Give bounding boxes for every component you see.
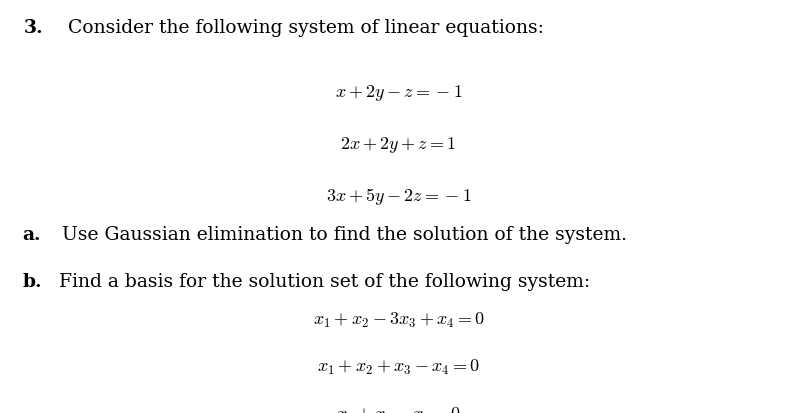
Text: Use Gaussian elimination to find the solution of the system.: Use Gaussian elimination to find the sol… <box>62 225 627 243</box>
Text: $x_1 + x_2 - x_3 = 0$: $x_1 + x_2 - x_3 = 0$ <box>336 405 461 413</box>
Text: $x_1 + x_2 + x_3 - x_4 = 0$: $x_1 + x_2 + x_3 - x_4 = 0$ <box>317 357 480 376</box>
Text: Find a basis for the solution set of the following system:: Find a basis for the solution set of the… <box>53 273 591 290</box>
Text: $x + 2y - z = -1$: $x + 2y - z = -1$ <box>335 83 462 102</box>
Text: 3.: 3. <box>24 19 44 36</box>
Text: $x_1 + x_2 - 3x_3 + x_4 = 0$: $x_1 + x_2 - 3x_3 + x_4 = 0$ <box>312 310 485 329</box>
Text: $2x + 2y + z = 1$: $2x + 2y + z = 1$ <box>340 134 457 154</box>
Text: a.: a. <box>22 225 41 243</box>
Text: Consider the following system of linear equations:: Consider the following system of linear … <box>68 19 544 36</box>
Text: $3x + 5y - 2z = -1$: $3x + 5y - 2z = -1$ <box>326 186 471 207</box>
Text: b.: b. <box>22 273 41 290</box>
